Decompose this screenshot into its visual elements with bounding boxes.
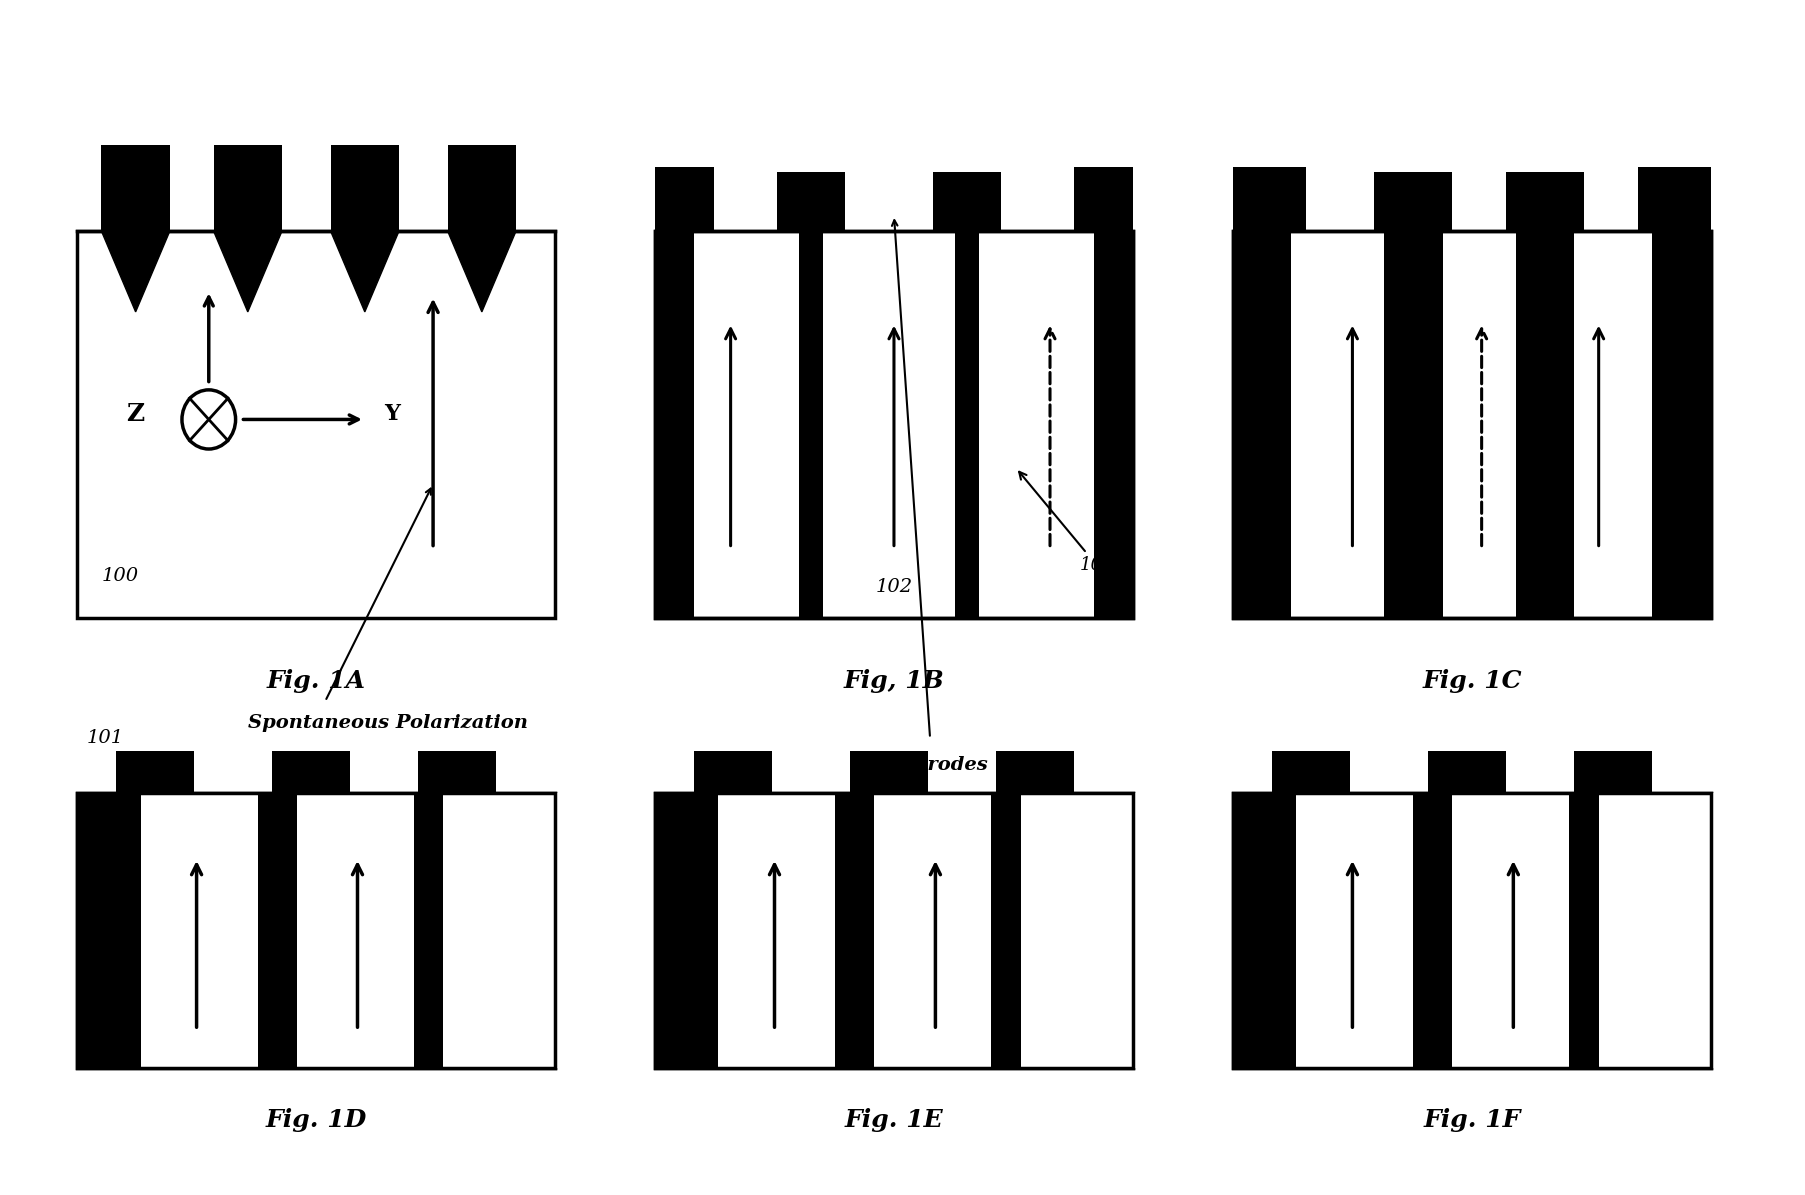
Text: Fig. 1A: Fig. 1A xyxy=(267,669,365,693)
Bar xyxy=(776,172,845,232)
Text: Fig. 1C: Fig. 1C xyxy=(1421,669,1522,693)
Text: Y: Y xyxy=(384,403,401,425)
Text: 101: 101 xyxy=(87,729,125,747)
Bar xyxy=(718,793,836,1068)
Bar xyxy=(296,793,413,1068)
Bar xyxy=(1574,750,1652,793)
Bar xyxy=(874,793,991,1068)
Bar xyxy=(1233,231,1709,619)
Bar xyxy=(1374,172,1451,232)
Bar xyxy=(1451,793,1569,1068)
Bar xyxy=(273,750,350,793)
Text: Z: Z xyxy=(126,402,144,427)
Text: Fig, 1B: Fig, 1B xyxy=(843,669,944,693)
Bar xyxy=(116,750,195,793)
Polygon shape xyxy=(101,232,170,312)
Bar xyxy=(141,793,258,1068)
Text: 103: 103 xyxy=(1018,472,1114,574)
Bar xyxy=(78,793,554,1068)
Bar xyxy=(442,793,560,1068)
Bar xyxy=(78,793,554,1068)
Bar xyxy=(655,793,1132,1068)
Bar xyxy=(1652,231,1709,619)
Text: Spontaneous Polarization: Spontaneous Polarization xyxy=(249,713,527,733)
Bar xyxy=(1514,231,1574,619)
Bar xyxy=(1094,231,1132,619)
Bar xyxy=(213,145,282,232)
Text: 100: 100 xyxy=(101,566,139,584)
Bar xyxy=(693,750,773,793)
Bar xyxy=(1296,793,1413,1068)
Text: Fig. 1D: Fig. 1D xyxy=(265,1108,366,1132)
Bar xyxy=(655,793,1132,1068)
Bar xyxy=(655,231,1132,619)
Bar xyxy=(850,750,928,793)
Bar xyxy=(798,231,823,619)
Bar xyxy=(1233,793,1709,1068)
Bar xyxy=(655,231,1132,619)
Polygon shape xyxy=(213,232,282,312)
Bar xyxy=(655,231,693,619)
Bar xyxy=(1383,231,1442,619)
Bar xyxy=(933,172,1000,232)
Bar xyxy=(955,231,978,619)
Text: Fig. 1E: Fig. 1E xyxy=(845,1108,942,1132)
Bar xyxy=(1074,166,1132,232)
Bar xyxy=(1597,793,1715,1068)
Bar xyxy=(1233,231,1709,619)
Bar xyxy=(1428,750,1505,793)
Bar xyxy=(1637,166,1709,232)
Bar xyxy=(1233,231,1291,619)
Text: X: X xyxy=(238,274,255,296)
Bar xyxy=(1020,793,1137,1068)
Text: Electrodes: Electrodes xyxy=(872,755,987,774)
Bar xyxy=(101,145,170,232)
Bar xyxy=(655,166,713,232)
Bar xyxy=(1271,750,1350,793)
Bar xyxy=(1233,166,1305,232)
Bar xyxy=(330,145,399,232)
Bar xyxy=(1233,793,1709,1068)
Polygon shape xyxy=(448,232,516,312)
Bar xyxy=(1505,172,1583,232)
Polygon shape xyxy=(330,232,399,312)
Text: Fig. 1F: Fig. 1F xyxy=(1422,1108,1520,1132)
Text: 102: 102 xyxy=(875,577,912,595)
Bar xyxy=(448,145,516,232)
Bar xyxy=(78,231,554,619)
Bar xyxy=(419,750,496,793)
Bar xyxy=(996,750,1074,793)
